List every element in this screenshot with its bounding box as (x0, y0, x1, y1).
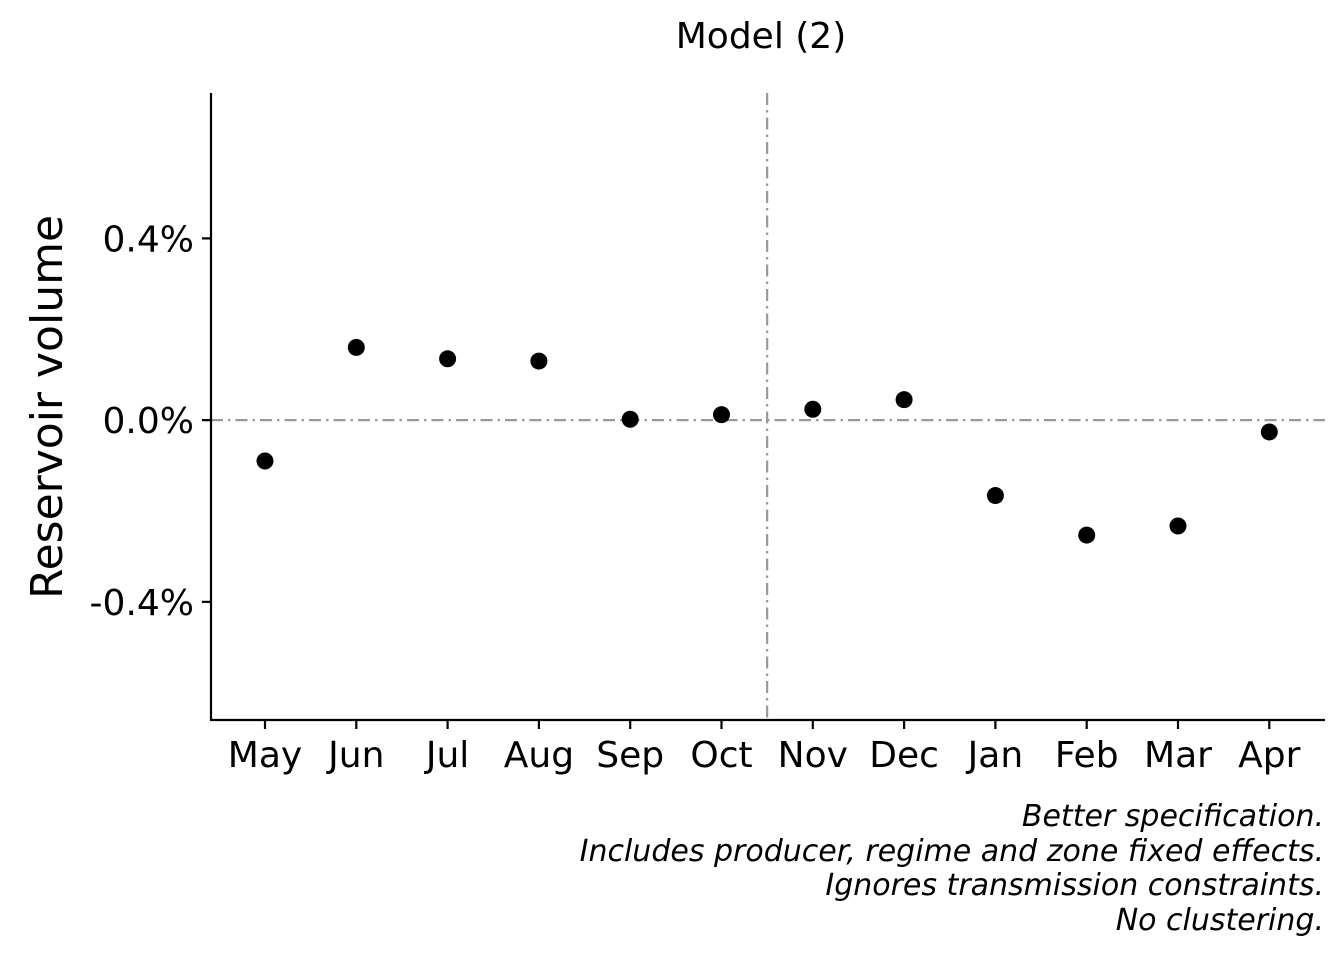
caption-line-1: Better specification. (1021, 799, 1324, 834)
data-point (713, 406, 730, 424)
x-tick-label: Nov (778, 735, 848, 776)
x-tick-label: Feb (1055, 735, 1119, 776)
y-tick-label: -0.4% (90, 583, 194, 624)
y-tick-label: 0.0% (103, 401, 194, 442)
data-point (1078, 526, 1096, 544)
data-point (530, 352, 548, 370)
x-tick-label: Jun (326, 735, 384, 776)
y-tick-label: 0.4% (103, 219, 194, 260)
caption-line-2: Includes producer, regime and zone fixed… (579, 833, 1324, 869)
x-tick-label: Sep (596, 735, 664, 776)
data-point (621, 410, 639, 428)
x-tick-label: Mar (1144, 735, 1212, 776)
data-point (347, 338, 365, 356)
x-tick-label: Aug (504, 735, 574, 776)
x-tick-label: May (228, 735, 302, 776)
x-tick-label: Jan (966, 735, 1024, 776)
data-point (1260, 423, 1278, 441)
caption-line-4: No clustering. (1115, 902, 1324, 938)
x-tick-label: Jul (424, 735, 469, 776)
plot-area: 0.4% 0.0% -0.4% May Jun Jul Aug Sep Oct Nov Dec Jan… (90, 93, 1325, 776)
chart-title: Model (2) (676, 16, 847, 57)
data-point (895, 391, 913, 409)
caption: Better specification. Includes producer,… (579, 799, 1324, 938)
y-axis-label: Reservoir volume (22, 215, 73, 599)
x-tick-label: Dec (869, 735, 939, 776)
caption-line-3: Ignores transmission constraints. (825, 868, 1324, 903)
data-point (986, 487, 1004, 505)
data-point (804, 400, 822, 418)
data-point (439, 350, 457, 368)
x-tick-label: Oct (690, 735, 752, 776)
x-tick-label: Apr (1238, 735, 1300, 776)
data-point (256, 452, 274, 470)
data-point (1169, 517, 1187, 535)
